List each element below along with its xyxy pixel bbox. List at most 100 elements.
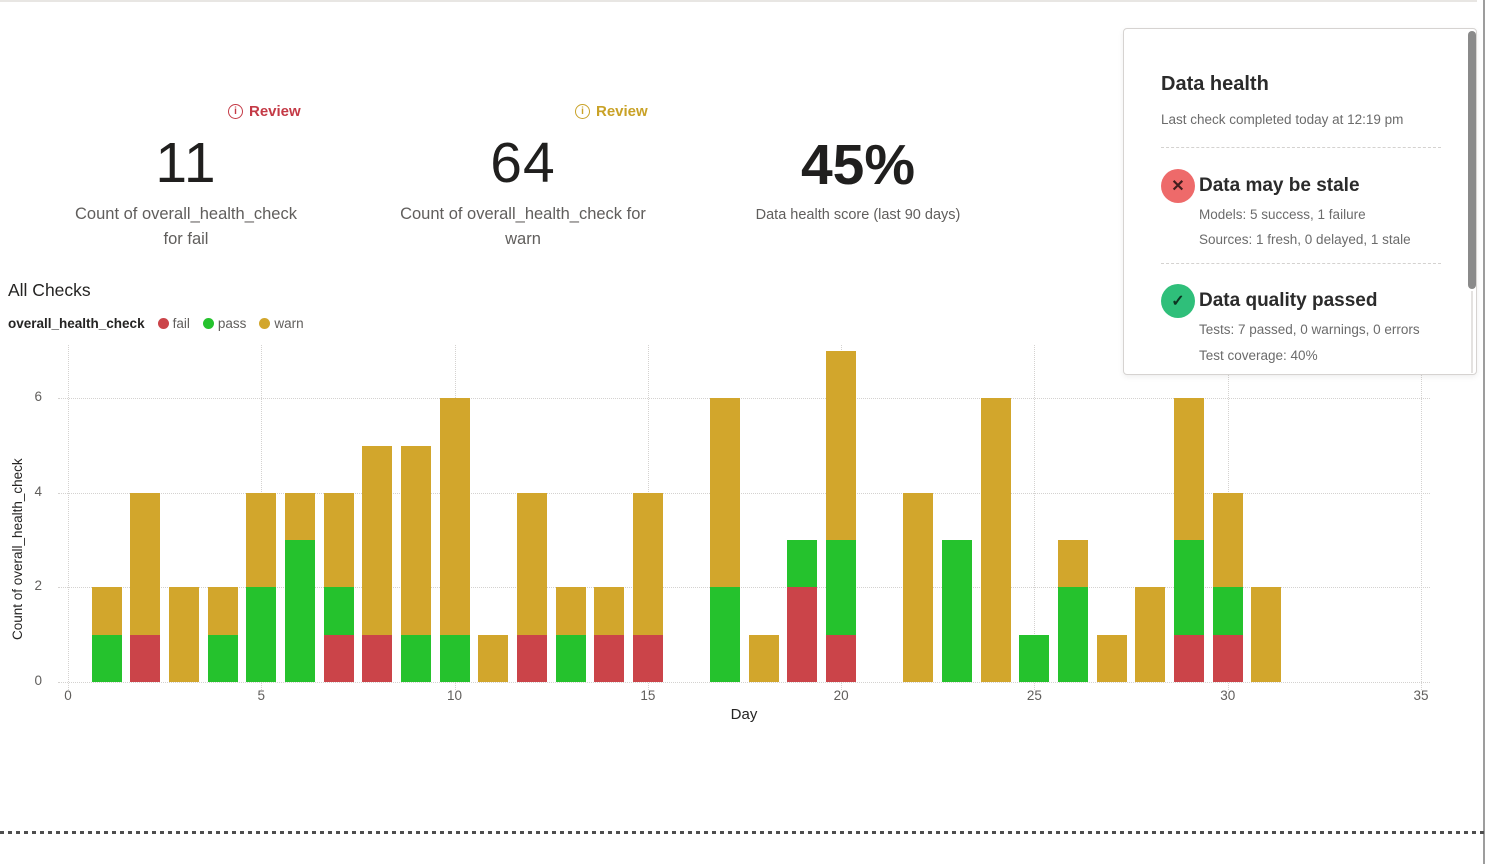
- bar-segment-warn[interactable]: [1174, 398, 1205, 541]
- bar-segment-fail[interactable]: [130, 634, 161, 682]
- metric-value-health-score: 45%: [800, 133, 916, 197]
- bar-segment-warn[interactable]: [362, 445, 393, 635]
- legend-item-label: fail: [172, 316, 190, 331]
- bar-segment-warn[interactable]: [594, 587, 625, 635]
- chart-legend: overall_health_check fail pass warn: [8, 316, 304, 331]
- info-icon: i: [228, 104, 243, 119]
- bar-segment-warn[interactable]: [284, 492, 315, 541]
- metric-label-health-score: Data health score (last 90 days): [755, 207, 961, 223]
- y-tick-label: 4: [34, 483, 42, 499]
- bar-segment-warn[interactable]: [748, 634, 779, 682]
- quality-status-title: Data quality passed: [1199, 290, 1378, 311]
- bar-segment-pass[interactable]: [439, 634, 470, 682]
- bar-segment-warn[interactable]: [400, 445, 431, 635]
- bar-segment-warn[interactable]: [1251, 587, 1282, 682]
- bar-segment-pass[interactable]: [284, 540, 315, 682]
- bar-segment-warn[interactable]: [1058, 540, 1089, 588]
- h-gridline: [58, 492, 1430, 494]
- bar-segment-warn[interactable]: [1135, 587, 1166, 682]
- bar-segment-warn[interactable]: [439, 398, 470, 635]
- bar-segment-pass[interactable]: [787, 540, 818, 588]
- x-tick-label: 35: [1413, 688, 1429, 703]
- review-badge-label: Review: [596, 103, 648, 120]
- x-tick-label: 0: [64, 688, 72, 703]
- bar-segment-warn[interactable]: [1096, 634, 1127, 682]
- bar-segment-pass[interactable]: [323, 587, 354, 635]
- bar-segment-pass[interactable]: [826, 540, 857, 635]
- v-gridline: [1034, 345, 1036, 690]
- panel-divider: [1161, 147, 1441, 148]
- metric-value-fail-count: 11: [155, 131, 217, 195]
- bar-segment-fail[interactable]: [362, 634, 393, 682]
- bar-segment-warn[interactable]: [246, 492, 277, 588]
- bar-segment-fail[interactable]: [323, 634, 354, 682]
- panel-divider: [1161, 263, 1441, 264]
- bar-segment-pass[interactable]: [400, 634, 431, 682]
- review-badge-fail[interactable]: i Review: [228, 103, 301, 120]
- bar-segment-pass[interactable]: [710, 587, 741, 682]
- x-tick-label: 15: [640, 688, 656, 703]
- bar-segment-pass[interactable]: [1019, 634, 1050, 682]
- legend-item-label: warn: [274, 316, 304, 331]
- bar-segment-warn[interactable]: [632, 492, 663, 635]
- legend-item-pass[interactable]: pass: [202, 316, 246, 331]
- bar-segment-warn[interactable]: [516, 492, 547, 635]
- bar-segment-warn[interactable]: [710, 398, 741, 588]
- bar-segment-fail[interactable]: [594, 634, 625, 682]
- check-icon: ✓: [1171, 293, 1185, 310]
- bar-segment-fail[interactable]: [826, 634, 857, 682]
- y-tick-label: 6: [34, 389, 42, 405]
- bar-segment-pass[interactable]: [207, 634, 238, 682]
- review-badge-warn[interactable]: i Review: [575, 103, 648, 120]
- bar-segment-warn[interactable]: [478, 634, 509, 682]
- legend-item-warn[interactable]: warn: [259, 316, 304, 331]
- x-tick-label: 10: [447, 688, 463, 703]
- bar-segment-fail[interactable]: [1212, 634, 1243, 682]
- panel-last-check-text: Last check completed today at 12:19 pm: [1161, 112, 1404, 127]
- bar-segment-warn[interactable]: [168, 587, 199, 682]
- panel-scrollbar-thumb[interactable]: [1468, 31, 1476, 289]
- pass-dot-icon: [202, 318, 214, 329]
- h-gridline: [58, 587, 1430, 589]
- x-tick-label: 20: [833, 688, 849, 703]
- bar-segment-pass[interactable]: [942, 540, 973, 682]
- page-break-dotted-line: [0, 831, 1484, 834]
- legend-item-fail[interactable]: fail: [157, 316, 190, 331]
- bar-segment-pass[interactable]: [1174, 540, 1205, 635]
- bar-segment-pass[interactable]: [1058, 587, 1089, 682]
- bar-segment-warn[interactable]: [826, 350, 857, 541]
- stale-status-icon: ✕: [1161, 169, 1195, 203]
- bar-segment-pass[interactable]: [91, 634, 122, 682]
- bar-segment-warn[interactable]: [91, 587, 122, 635]
- h-gridline: [58, 682, 1430, 683]
- bar-segment-warn[interactable]: [555, 587, 586, 635]
- data-health-panel: Data health Last check completed today a…: [1123, 28, 1477, 375]
- bar-segment-pass[interactable]: [1212, 587, 1243, 635]
- v-gridline: [68, 345, 69, 690]
- models-status-line: Models: 5 success, 1 failure: [1199, 207, 1366, 222]
- x-tick-label: 25: [1026, 688, 1042, 703]
- legend-series-title: overall_health_check: [8, 316, 145, 331]
- panel-scrollbar-track[interactable]: [1471, 291, 1473, 373]
- bar-segment-fail[interactable]: [516, 634, 547, 682]
- quality-status-icon: ✓: [1161, 284, 1195, 318]
- bar-segment-warn[interactable]: [207, 587, 238, 635]
- panel-title: Data health: [1161, 73, 1269, 95]
- bar-segment-fail[interactable]: [632, 634, 663, 682]
- bar-segment-pass[interactable]: [555, 634, 586, 682]
- bar-segment-warn[interactable]: [980, 398, 1011, 682]
- bar-segment-fail[interactable]: [1174, 634, 1205, 682]
- bar-segment-warn[interactable]: [323, 492, 354, 588]
- x-axis-title: Day: [730, 706, 758, 723]
- warn-dot-icon: [259, 318, 271, 329]
- v-gridline: [1421, 345, 1422, 690]
- bar-segment-warn[interactable]: [130, 492, 161, 635]
- bar-segment-warn[interactable]: [903, 492, 934, 682]
- bar-segment-warn[interactable]: [1212, 492, 1243, 588]
- bar-segment-pass[interactable]: [246, 587, 277, 682]
- x-tick-label: 5: [257, 688, 266, 703]
- metric-value-warn-count: 64: [490, 131, 556, 195]
- bar-segment-fail[interactable]: [787, 587, 818, 682]
